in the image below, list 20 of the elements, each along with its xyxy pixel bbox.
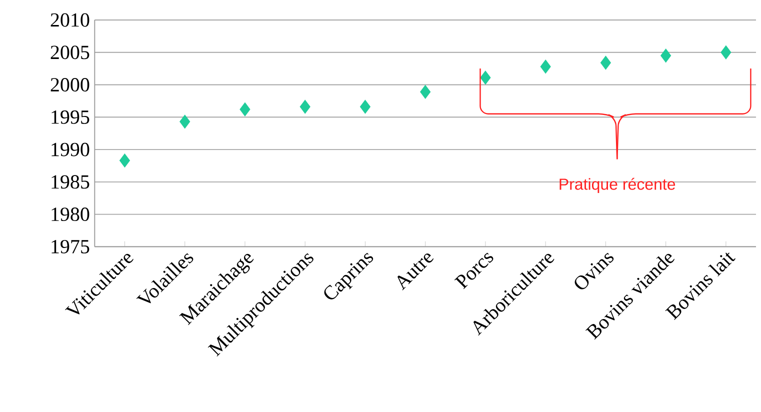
point: [119, 154, 130, 168]
point: [600, 56, 611, 70]
y-tick-label: 1980: [52, 208, 90, 222]
y-tick-label: 1995: [52, 110, 90, 124]
y-tick-label: 1975: [52, 240, 90, 254]
point: [360, 100, 370, 114]
point: [420, 84, 431, 99]
annotation: Pratique récente: [560, 178, 676, 194]
point: [180, 114, 190, 129]
point: [480, 70, 491, 85]
point: [660, 48, 672, 63]
point: [240, 102, 250, 116]
point: [300, 100, 310, 114]
y-tick-label: 2000: [50, 78, 90, 92]
y-tick-label: 2005: [50, 46, 90, 60]
y-tick-label: 1985: [52, 175, 90, 189]
point: [720, 45, 732, 60]
point: [540, 60, 551, 74]
y-tick-label: 2010: [50, 13, 90, 27]
y-tick-label: 1990: [52, 142, 90, 156]
